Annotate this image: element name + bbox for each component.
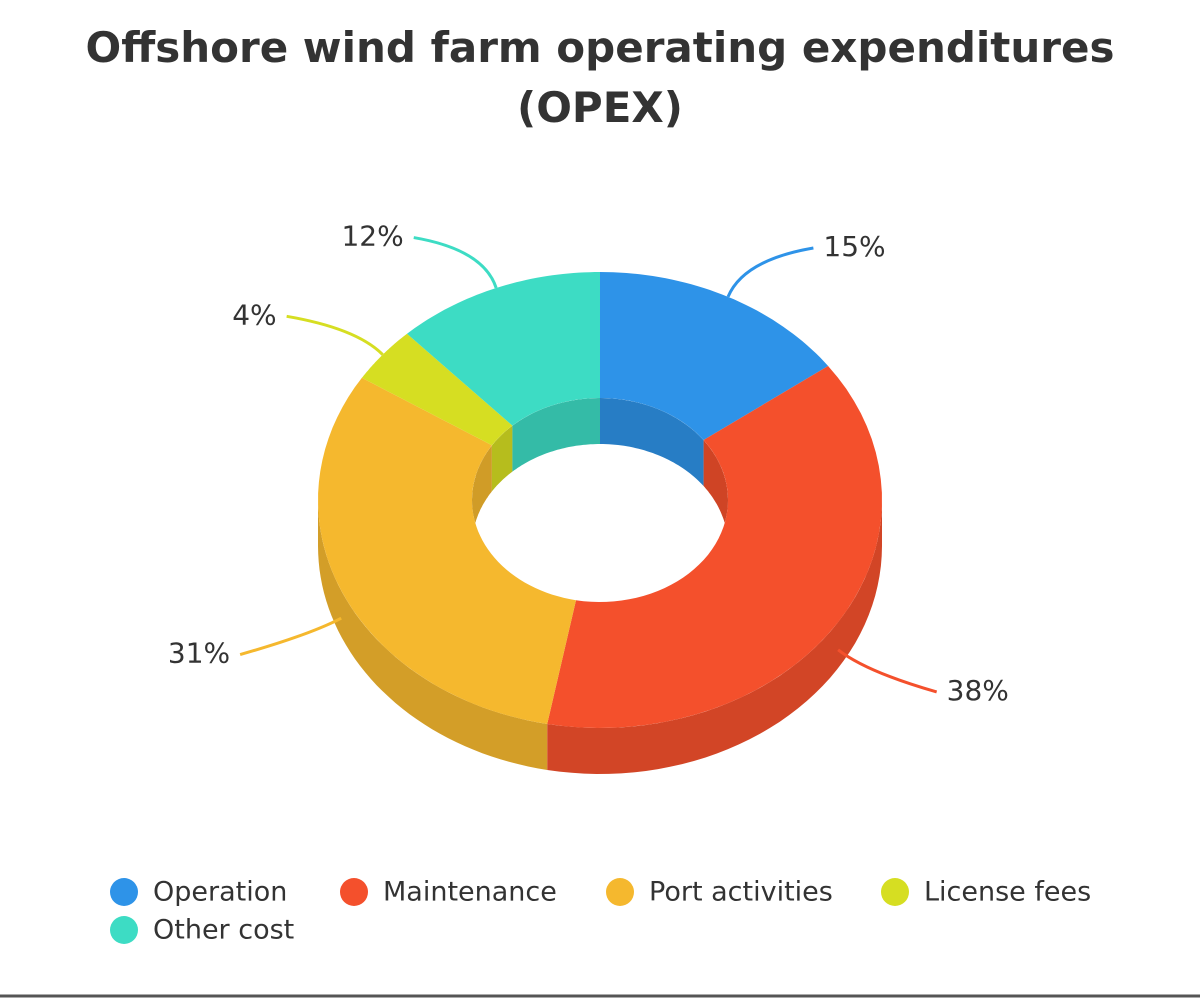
leader-line xyxy=(239,616,342,657)
slice-inner-wall xyxy=(472,445,492,546)
slice xyxy=(318,377,576,724)
legend-swatch xyxy=(340,878,368,906)
slice xyxy=(407,272,600,426)
leader-line xyxy=(837,648,938,694)
legend-label: Other cost xyxy=(153,915,294,946)
slice-side xyxy=(318,500,548,770)
data-label: 38% xyxy=(947,674,1009,707)
legend-label: License fees xyxy=(924,877,1091,908)
leader-line xyxy=(413,236,498,289)
slice xyxy=(547,366,882,728)
legend-swatch xyxy=(110,878,138,906)
data-label: 4% xyxy=(232,298,276,331)
slice-inner-wall xyxy=(491,425,513,492)
chart-title: Offshore wind farm operating expenditure… xyxy=(85,23,1115,132)
slice-inner-wall xyxy=(512,398,600,472)
hole-wall xyxy=(472,398,728,546)
leader-line xyxy=(726,246,814,298)
legend-swatch xyxy=(881,878,909,906)
legend-swatch xyxy=(110,916,138,944)
legend-label: Maintenance xyxy=(383,877,557,908)
data-label: 15% xyxy=(823,230,885,263)
slice xyxy=(600,272,829,440)
slice-inner-wall xyxy=(703,440,728,546)
data-label: 12% xyxy=(341,220,403,253)
slice-inner-wall xyxy=(600,398,704,486)
data-label: 31% xyxy=(168,637,230,670)
slice-side xyxy=(547,500,882,774)
leader-line xyxy=(286,314,384,356)
legend-label: Operation xyxy=(153,877,287,908)
slice xyxy=(361,333,513,446)
legend-swatch xyxy=(606,878,634,906)
legend-label: Port activities xyxy=(649,877,833,908)
